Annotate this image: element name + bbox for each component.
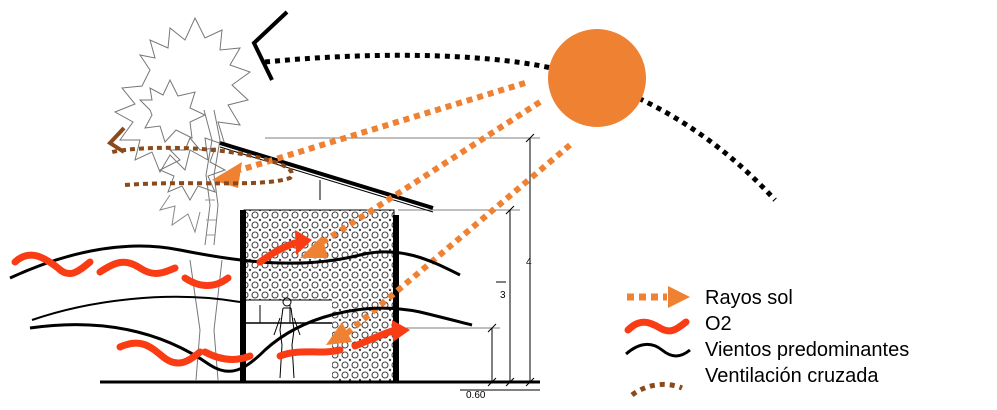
legend-winds-label: Vientos predominantes — [705, 339, 910, 361]
sun-path-arrowhead — [251, 10, 289, 81]
tree-icon — [113, 16, 252, 381]
oxygen-arrowheads — [295, 230, 410, 342]
sun-icon — [548, 29, 646, 127]
legend-sun-rays-label: Rayos sol — [705, 287, 793, 309]
dimension-lines — [265, 133, 540, 387]
legend-oxygen-label: O2 — [705, 313, 732, 335]
cross-ventilation-flow — [111, 145, 294, 187]
sill-height-dimension: 0.60 — [466, 390, 486, 401]
oxygen-flow — [11, 239, 399, 367]
sun-path-line — [264, 52, 777, 202]
cross-ventilation-arrowhead — [106, 126, 126, 154]
legend-cross-ventilation-symbol — [630, 381, 683, 398]
legend-symbols — [624, 286, 691, 398]
legend-cross-ventilation-label: Ventilación cruzada — [705, 365, 879, 387]
legend-winds-symbol — [625, 343, 691, 358]
legend-oxygen-symbol — [624, 318, 690, 335]
predominant-winds — [9, 244, 473, 373]
total-height-dimension: 4 — [526, 257, 532, 268]
sun-rays — [239, 80, 572, 338]
wall-height-dimension: 3 — [500, 290, 506, 301]
legend-sun-rays-arrowhead — [668, 286, 690, 308]
